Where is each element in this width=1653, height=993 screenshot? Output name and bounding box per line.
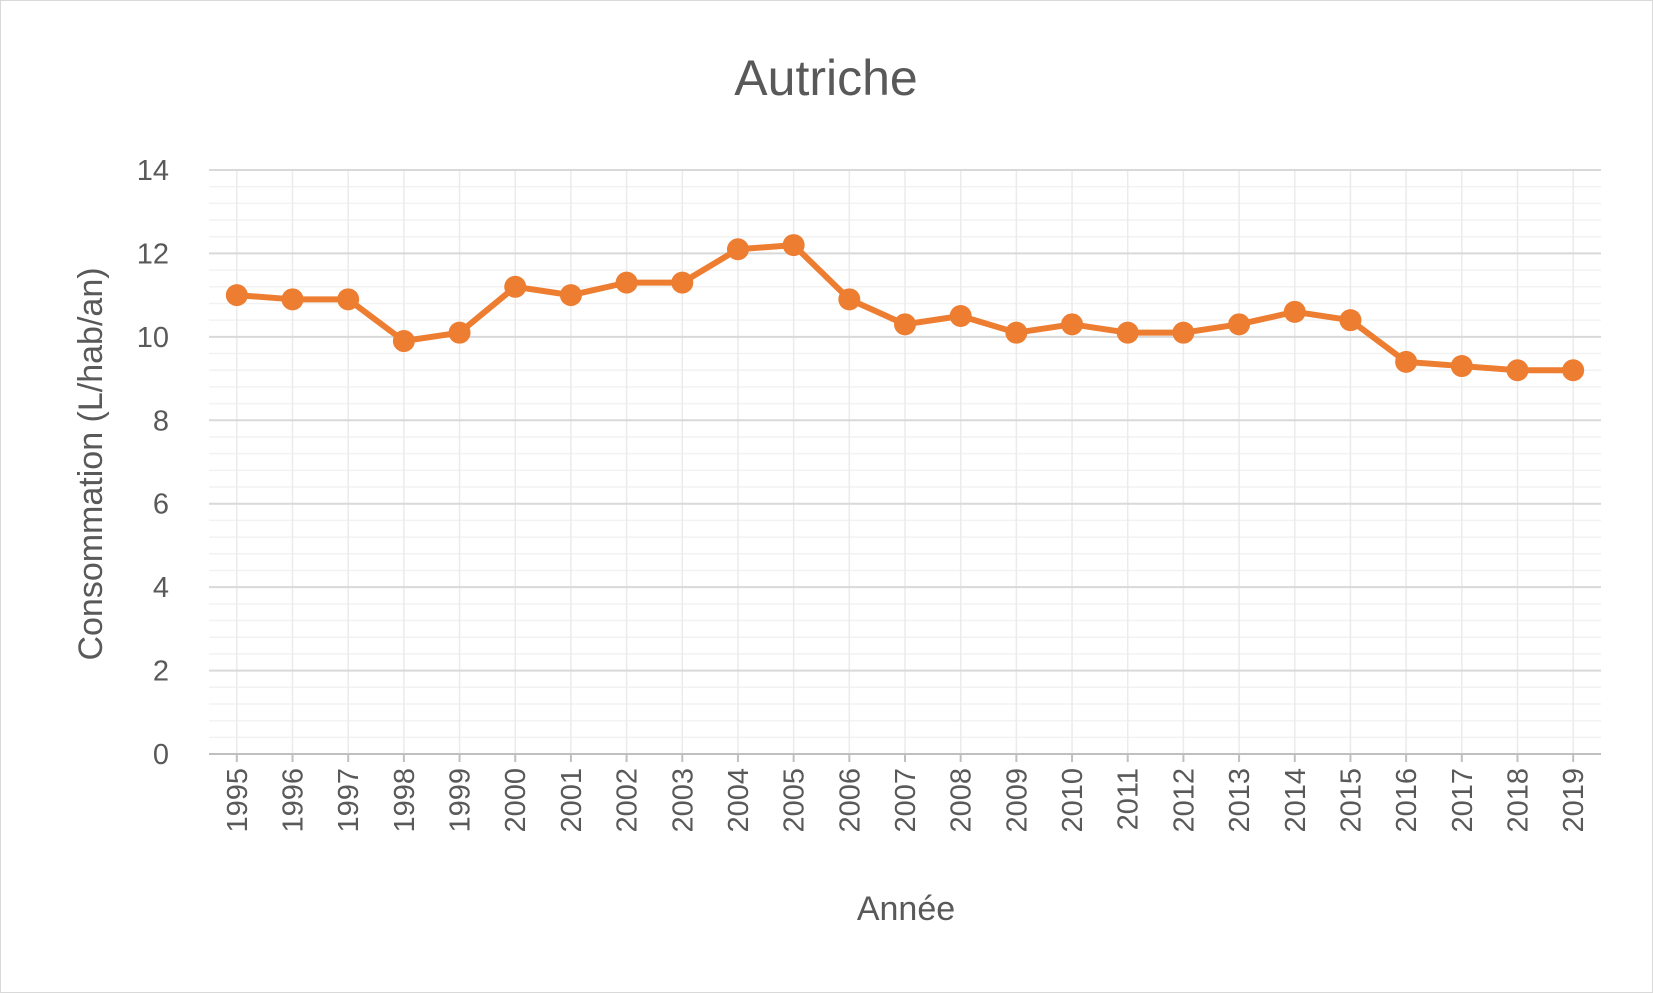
data-point — [1339, 309, 1362, 332]
x-tick-label: 2009 — [1001, 768, 1033, 833]
data-point — [1283, 300, 1306, 323]
x-tick-label: 2002 — [612, 768, 644, 833]
y-tick-label: 0 — [153, 739, 169, 771]
x-tick-label: 2008 — [946, 768, 978, 833]
x-tick-label: 2017 — [1447, 768, 1479, 833]
y-tick-label: 10 — [137, 322, 169, 354]
data-point — [392, 330, 415, 353]
data-point — [615, 271, 638, 294]
series-layer — [225, 234, 1585, 382]
x-tick-label: 2019 — [1558, 768, 1590, 833]
y-tick-label: 6 — [153, 489, 169, 521]
y-tick-label: 12 — [137, 238, 169, 270]
x-tick-label: 2003 — [667, 768, 699, 833]
data-point — [782, 234, 805, 257]
x-tick-label: 2014 — [1280, 768, 1312, 833]
data-point — [559, 284, 582, 307]
data-point — [1061, 313, 1084, 336]
y-tick-label: 14 — [137, 155, 169, 187]
x-tick-label: 1997 — [333, 768, 365, 833]
x-tick-label: 2004 — [723, 768, 755, 833]
y-axis-title: Consommation (L/hab/an) — [72, 267, 110, 660]
data-point — [1005, 321, 1028, 344]
x-tick-label: 2018 — [1502, 768, 1534, 833]
data-point — [1172, 321, 1195, 344]
x-tick-label: 2016 — [1391, 768, 1423, 833]
y-tick-label: 2 — [153, 656, 169, 688]
major-gridlines — [209, 169, 1601, 755]
x-tick-label: 2012 — [1168, 768, 1200, 833]
data-point — [225, 284, 248, 307]
x-tick-label: 2013 — [1224, 768, 1256, 833]
x-tick-label: 1996 — [278, 768, 310, 833]
data-point — [1562, 359, 1585, 382]
x-tick-label: 2000 — [500, 768, 532, 833]
data-point — [726, 238, 749, 261]
x-tick-label: 1995 — [222, 768, 254, 833]
x-tick-label: 1999 — [445, 768, 477, 833]
x-axis-ticks: 1995 1996 1997 1998 1999 2000 2001 2002 2003 2004… — [222, 754, 1590, 833]
x-tick-label: 2010 — [1057, 768, 1089, 833]
y-tick-label: 8 — [153, 405, 169, 437]
data-point — [671, 271, 694, 294]
x-tick-label: 2007 — [890, 768, 922, 833]
data-point — [1506, 359, 1529, 382]
x-axis-title: Année — [857, 890, 955, 928]
data-point — [448, 321, 471, 344]
data-point — [504, 275, 527, 298]
data-point — [838, 288, 861, 311]
x-tick-label: 2005 — [779, 768, 811, 833]
x-tick-label: 2001 — [556, 768, 588, 833]
data-point — [1228, 313, 1251, 336]
x-tick-label: 2011 — [1113, 768, 1145, 830]
x-tick-label: 2015 — [1335, 768, 1367, 833]
y-tick-label: 4 — [153, 572, 169, 604]
data-point — [894, 313, 916, 336]
data-point — [1450, 355, 1473, 378]
x-tick-label: 1998 — [389, 768, 421, 833]
data-point — [337, 288, 360, 311]
y-axis-ticks: 0 2 4 6 8 10 12 14 — [137, 155, 169, 771]
data-point — [281, 288, 304, 311]
data-point — [949, 305, 972, 327]
data-point — [1116, 321, 1139, 344]
x-tick-label: 2006 — [834, 768, 866, 833]
chart-title: Autriche — [734, 50, 917, 106]
data-point — [1395, 350, 1418, 373]
